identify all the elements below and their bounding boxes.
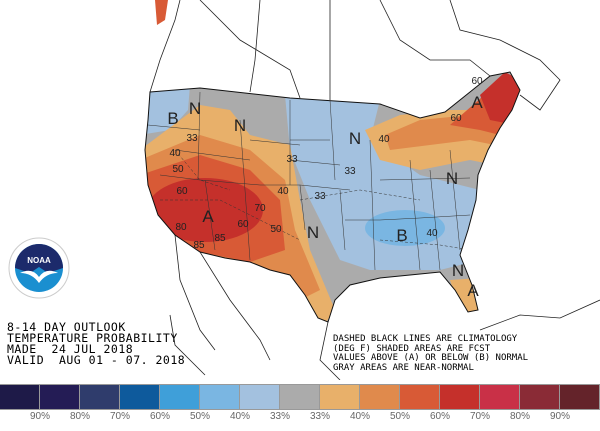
legend-label: 70%	[469, 411, 491, 422]
contour-label: 40	[426, 228, 438, 239]
legend-label: 50%	[389, 411, 411, 422]
made-date: MADE 24 JUL 2018	[7, 342, 134, 356]
legend-swatch	[440, 385, 480, 409]
contour-label: 40	[277, 186, 289, 197]
category-label: N	[446, 169, 458, 188]
legend-swatch	[240, 385, 280, 409]
contour-label: 60	[471, 76, 483, 87]
legend-swatch	[560, 385, 600, 409]
legend-swatch	[360, 385, 400, 409]
legend-swatch	[120, 385, 160, 409]
note-line: (DEG F) SHADED AREAS ARE FCST	[333, 343, 491, 354]
contour-label: 85	[214, 233, 226, 244]
outlook-title: 8-14 DAY OUTLOOK TEMPERATURE PROBABILITY M…	[7, 320, 186, 367]
contour-label: 33	[344, 166, 356, 177]
legend-swatch	[280, 385, 320, 409]
category-label: N	[452, 261, 464, 280]
valid-dates: VALID AUG 01 - 07. 2018	[7, 353, 186, 367]
category-label: N	[349, 129, 361, 148]
legend-swatch	[480, 385, 520, 409]
note-line: VALUES ABOVE (A) OR BELOW (B) NORMAL	[333, 353, 529, 363]
legend-label: 90%	[29, 411, 51, 422]
note-line: GRAY AREAS ARE NEAR-NORMAL	[333, 362, 474, 373]
legend-labels: 90% 80% 70% 60% 50% 40% 33% 33% 40% 50% 60% 70% 80% 9…	[0, 411, 600, 425]
legend-label: 70%	[109, 411, 131, 422]
title-line: TEMPERATURE PROBABILITY	[7, 331, 178, 345]
contour-label: 50	[172, 164, 184, 175]
legend-swatch	[80, 385, 120, 409]
contour-label: 60	[176, 186, 188, 197]
legend-swatch	[40, 385, 80, 409]
category-label: B	[167, 109, 178, 128]
legend-swatch	[520, 385, 560, 409]
category-label: N	[234, 116, 246, 135]
contour-label: 60	[237, 219, 249, 230]
legend-label: 50%	[189, 411, 211, 422]
legend-note: DASHED BLACK LINES ARE CLIMATOLOGY (DEG F…	[333, 334, 529, 373]
title-line: 8-14 DAY OUTLOOK	[7, 320, 126, 334]
legend-swatch	[400, 385, 440, 409]
category-label: N	[307, 223, 319, 242]
legend-swatch	[160, 385, 200, 409]
legend-label: 60%	[149, 411, 171, 422]
state-borders	[147, 91, 471, 271]
country-borders	[149, 0, 600, 380]
legend-label: 40%	[229, 411, 251, 422]
contour-label: 33	[314, 191, 326, 202]
contour-label: 40	[378, 134, 390, 145]
legend-label: 33%	[269, 411, 291, 422]
alaska-shading	[155, 0, 168, 25]
category-label: A	[202, 207, 214, 226]
contour-label: 85	[193, 240, 205, 251]
category-label: A	[467, 281, 479, 300]
legend-label: 40%	[349, 411, 371, 422]
legend-swatch	[0, 385, 40, 409]
contour-label: 80	[175, 222, 187, 233]
contour-label: 33	[286, 154, 298, 165]
legend-label: 33%	[309, 411, 331, 422]
legend-swatch	[320, 385, 360, 409]
legend-label: 80%	[509, 411, 531, 422]
legend-label: 90%	[549, 411, 571, 422]
contour-label: 50	[270, 224, 282, 235]
color-legend	[0, 384, 600, 410]
legend-label: 60%	[429, 411, 451, 422]
category-label: B	[396, 226, 407, 245]
contour-label: 70	[254, 203, 266, 214]
contour-label: 60	[450, 113, 462, 124]
contour-label: 40	[169, 148, 181, 159]
logo-text: NOAA	[27, 256, 51, 265]
contour-label: 33	[186, 133, 198, 144]
noaa-logo: NOAA	[8, 237, 70, 299]
category-label: N	[189, 99, 201, 118]
legend-swatch	[200, 385, 240, 409]
category-label: A	[471, 93, 483, 112]
legend-label: 80%	[69, 411, 91, 422]
note-line: DASHED BLACK LINES ARE CLIMATOLOGY	[333, 334, 518, 344]
